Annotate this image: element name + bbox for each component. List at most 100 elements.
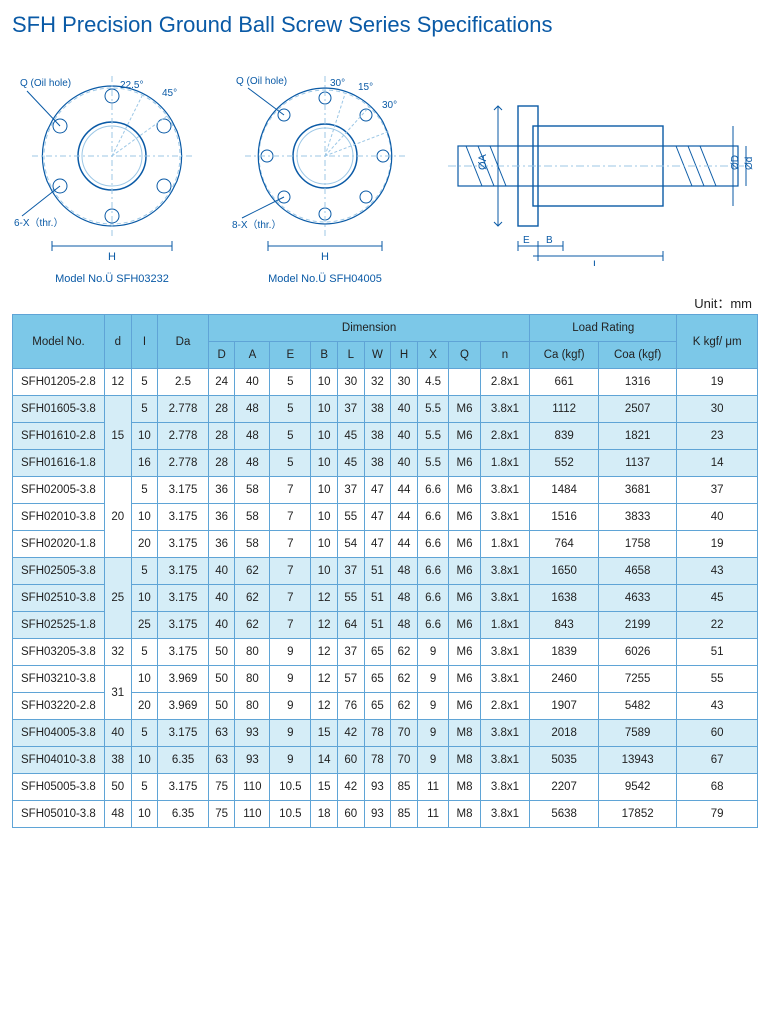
cell-ca: 1112 [530,396,599,423]
cell-H: 44 [391,504,418,531]
cell-H: 70 [391,720,418,747]
cell-B: 10 [311,423,338,450]
cell-Q: M6 [449,531,480,558]
flange6-model: Model No.Ü SFH03232 [12,273,212,285]
cell-E: 5 [270,450,311,477]
cell-n: 1.8x1 [480,450,530,477]
cell-n: 1.8x1 [480,531,530,558]
cell-D: 36 [208,531,235,558]
cell-coa: 13943 [599,747,677,774]
cell-D: 63 [208,747,235,774]
cell-A: 80 [235,666,270,693]
flange8-model: Model No.Ü SFH04005 [230,273,420,285]
cell-coa: 3681 [599,477,677,504]
flange8-angle2: 15° [358,82,373,93]
table-row: SFH04010-3.838106.3563939146078709M83.8x… [13,747,758,774]
cell-E: 7 [270,504,311,531]
cell-ca: 2018 [530,720,599,747]
cell-B: 10 [311,477,338,504]
page-title: SFH Precision Ground Ball Screw Series S… [12,12,758,38]
cell-W: 47 [364,477,391,504]
th-coa: Coa (kgf) [599,342,677,369]
cell-H: 48 [391,585,418,612]
cell-E: 9 [270,639,311,666]
cell-ca: 1638 [530,585,599,612]
cell-A: 80 [235,693,270,720]
cell-coa: 4658 [599,558,677,585]
cell-i: 5 [131,369,158,396]
cell-H: 30 [391,369,418,396]
cell-Q: M8 [449,720,480,747]
cell-k: 43 [677,693,758,720]
cell-X: 9 [417,666,448,693]
cell-model: SFH01610-2.8 [13,423,105,450]
cell-da: 3.969 [158,693,209,720]
cell-d: 38 [105,747,132,774]
cell-n: 3.8x1 [480,585,530,612]
cell-d: 40 [105,720,132,747]
cell-W: 78 [364,747,391,774]
flange8-oilhole: Q (Oil hole) [236,76,287,87]
cell-B: 10 [311,558,338,585]
cell-coa: 1758 [599,531,677,558]
cell-X: 9 [417,747,448,774]
cell-k: 23 [677,423,758,450]
th-H: H [391,342,418,369]
cell-W: 51 [364,558,391,585]
cell-E: 9 [270,720,311,747]
th-n: n [480,342,530,369]
cell-n: 2.8x1 [480,423,530,450]
cell-H: 85 [391,774,418,801]
cell-B: 12 [311,693,338,720]
cell-A: 48 [235,396,270,423]
unit-label: Unit：mm [12,293,758,312]
th-E: E [270,342,311,369]
table-row: SFH03210-3.831103.96950809125765629M63.8… [13,666,758,693]
cell-model: SFH02005-3.8 [13,477,105,504]
cell-coa: 17852 [599,801,677,828]
table-row: SFH05005-3.85053.1757511010.51542938511M… [13,774,758,801]
cell-da: 3.175 [158,558,209,585]
cell-L: 37 [338,639,365,666]
cell-k: 45 [677,585,758,612]
cell-da: 2.5 [158,369,209,396]
cell-B: 10 [311,369,338,396]
cell-D: 75 [208,774,235,801]
th-W: W [364,342,391,369]
cell-D: 40 [208,612,235,639]
flange6-svg: Q (Oil hole) 22.5° 45° 6-X（thr.） H [12,46,212,266]
flange8-angle3: 30° [382,100,397,111]
cell-W: 51 [364,612,391,639]
cell-A: 58 [235,531,270,558]
cell-L: 30 [338,369,365,396]
cell-da: 3.175 [158,612,209,639]
cell-coa: 1316 [599,369,677,396]
side-b: B [546,235,553,246]
th-dimension: Dimension [208,315,529,342]
cell-coa: 4633 [599,585,677,612]
th-d: d [105,315,132,369]
cell-D: 63 [208,720,235,747]
cell-H: 44 [391,477,418,504]
cell-D: 24 [208,369,235,396]
cell-coa: 5482 [599,693,677,720]
cell-model: SFH01205-2.8 [13,369,105,396]
cell-D: 28 [208,396,235,423]
cell-model: SFH05005-3.8 [13,774,105,801]
cell-i: 10 [131,423,158,450]
side-d: Ød [744,157,755,170]
cell-model: SFH01605-3.8 [13,396,105,423]
cell-coa: 1821 [599,423,677,450]
th-k: K kgf/ μm [677,315,758,369]
cell-i: 16 [131,450,158,477]
cell-da: 3.175 [158,639,209,666]
cell-A: 80 [235,639,270,666]
cell-Q: M6 [449,423,480,450]
cell-k: 68 [677,774,758,801]
cell-W: 38 [364,423,391,450]
cell-k: 67 [677,747,758,774]
flange6-oilhole: Q (Oil hole) [20,78,71,89]
table-row: SFH01605-3.81552.77828485103738405.5M63.… [13,396,758,423]
cell-E: 9 [270,693,311,720]
cell-k: 51 [677,639,758,666]
